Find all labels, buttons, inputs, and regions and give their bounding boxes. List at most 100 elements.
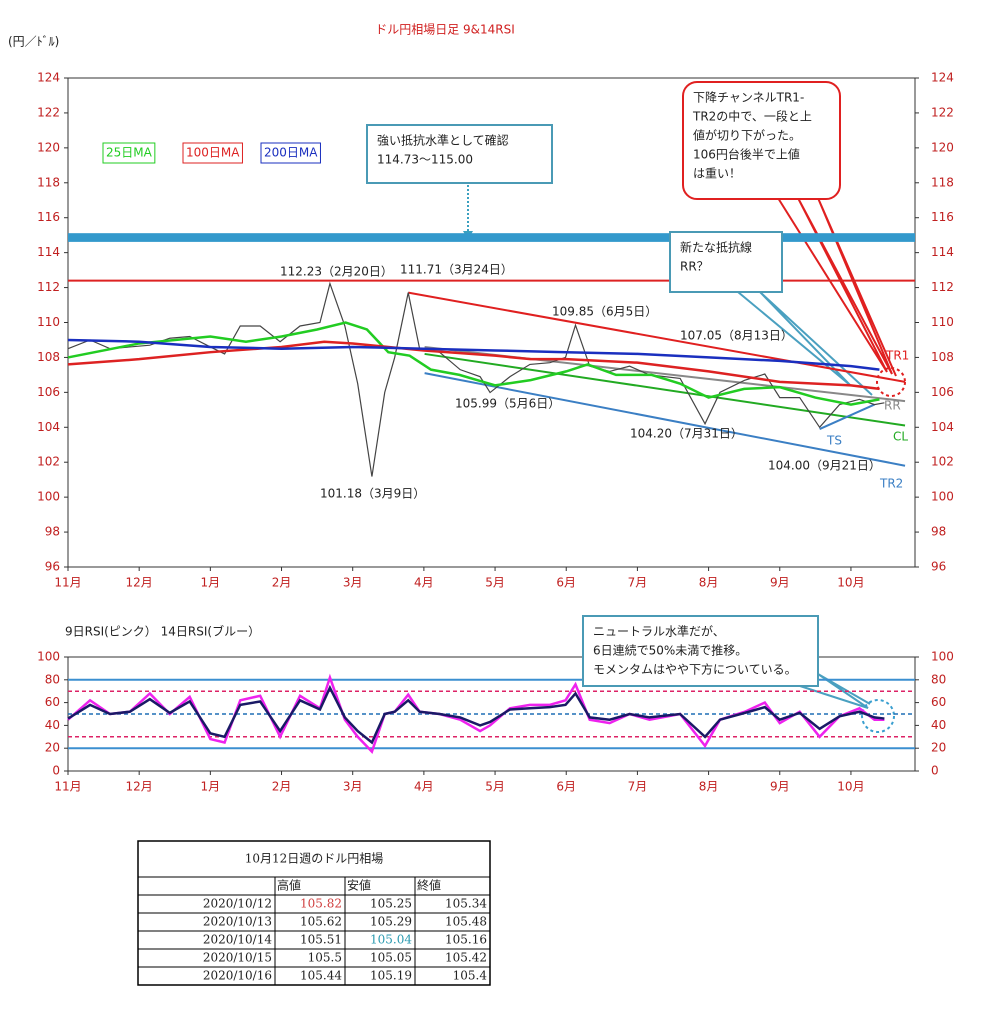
table-cell: 105.34 <box>445 897 487 911</box>
x-tick-label: 12月 <box>126 576 153 590</box>
y2-tick-label: 100 <box>931 490 954 504</box>
y-tick-label: 106 <box>37 385 60 399</box>
trend-label: CL <box>893 430 908 444</box>
y-axis-unit: (円／ﾄﾞﾙ) <box>8 35 59 49</box>
y-tick-label: 118 <box>37 175 60 189</box>
trend-label: TR1 <box>885 349 909 363</box>
y2-tick-label: 60 <box>931 695 946 709</box>
y2-tick-label: 100 <box>931 650 954 664</box>
legend-label: 200日MA <box>264 146 318 160</box>
y-tick-label: 112 <box>37 280 60 294</box>
y2-tick-label: 110 <box>931 315 954 329</box>
y2-tick-label: 80 <box>931 672 946 686</box>
y-tick-label: 96 <box>45 560 60 574</box>
table-cell: 105.4 <box>453 969 488 983</box>
x-tick-label: 3月 <box>343 780 363 794</box>
trend-label: TR2 <box>879 477 903 491</box>
y-tick-label: 114 <box>37 245 60 259</box>
y-tick-label: 40 <box>45 718 60 732</box>
annotation-text: RR？ <box>680 260 709 274</box>
x-tick-label: 5月 <box>485 780 505 794</box>
y2-tick-label: 122 <box>931 105 954 119</box>
x-tick-label: 11月 <box>54 576 81 590</box>
trend-label: RR <box>884 399 901 413</box>
legend-label: 100日MA <box>186 146 240 160</box>
x-tick-label: 7月 <box>628 576 648 590</box>
moving-average <box>67 340 880 391</box>
annotation-text: モメンタムはやや下方についている。 <box>593 662 797 677</box>
y-tick-label: 108 <box>37 350 60 364</box>
table-cell: 105.62 <box>300 915 342 929</box>
annotation-text: 強い抵抗水準として確認 <box>377 133 509 148</box>
point-label: 109.85（6月5日） <box>552 305 657 319</box>
trend-line <box>408 291 906 383</box>
x-tick-label: 5月 <box>485 576 505 590</box>
y2-tick-label: 20 <box>931 741 946 755</box>
annotation-box <box>682 81 841 200</box>
point-label: 111.71（3月24日） <box>400 263 513 277</box>
x-tick-label: 1月 <box>201 780 221 794</box>
y2-tick-label: 116 <box>931 210 954 224</box>
table-cell: 105.82 <box>300 897 342 911</box>
y-tick-label: 100 <box>37 490 60 504</box>
table-cell: 2020/10/12 <box>203 897 272 911</box>
table-cell: 105.5 <box>308 951 342 965</box>
y2-tick-label: 108 <box>931 350 954 364</box>
point-label: 105.99（5月6日） <box>455 397 560 411</box>
y2-tick-label: 114 <box>931 245 954 259</box>
annotation-text: は重い！ <box>693 167 741 181</box>
table-cell: 2020/10/16 <box>203 969 272 983</box>
series-line <box>67 684 885 745</box>
moving-average <box>67 321 880 406</box>
point-label: 104.00（9月21日） <box>768 459 881 473</box>
arrow <box>737 291 873 396</box>
table-cell: 105.29 <box>370 915 412 929</box>
y2-tick-label: 124 <box>931 71 954 85</box>
table-title: 10月12日週のドル円相場 <box>245 852 384 866</box>
y2-tick-label: 106 <box>931 385 954 399</box>
table-header: 高値 <box>277 878 301 893</box>
table-cell: 105.25 <box>370 897 412 911</box>
legend-box <box>102 142 156 164</box>
table-cell: 105.51 <box>300 933 342 947</box>
point-label: 112.23（2月20日） <box>280 265 393 279</box>
y2-tick-label: 112 <box>931 280 954 294</box>
y2-tick-label: 98 <box>931 525 946 539</box>
x-tick-label: 7月 <box>628 780 648 794</box>
x-tick-label: 8月 <box>699 576 719 590</box>
y2-tick-label: 104 <box>931 420 954 434</box>
x-tick-label: 2月 <box>272 576 292 590</box>
y-tick-label: 102 <box>37 455 60 469</box>
x-tick-label: 6月 <box>556 780 576 794</box>
annotation-text: 下降チャンネルTR1- <box>693 91 804 105</box>
annotation-text: 6日連続で50%未満で推移。 <box>593 644 747 658</box>
y-tick-label: 122 <box>37 105 60 119</box>
annotation-text: TR2の中で、一段と上 <box>692 109 812 124</box>
x-tick-label: 3月 <box>343 576 363 590</box>
y-tick-label: 120 <box>37 140 60 154</box>
annotation-text: ニュートラル水準だが、 <box>593 624 725 639</box>
y-tick-label: 0 <box>52 764 60 778</box>
trend-line <box>424 352 906 427</box>
table-cell: 105.04 <box>370 933 412 947</box>
x-tick-label: 10月 <box>837 780 864 794</box>
y-tick-label: 116 <box>37 210 60 224</box>
table-cell: 105.05 <box>370 951 412 965</box>
y2-tick-label: 118 <box>931 175 954 189</box>
y-tick-label: 104 <box>37 420 60 434</box>
x-tick-label: 4月 <box>414 780 434 794</box>
trend-line <box>819 403 875 430</box>
annotation-text: 値が切り下がった。 <box>693 128 801 143</box>
x-tick-label: 4月 <box>414 576 434 590</box>
chart-title: ドル円相場日足 9&14RSI <box>375 23 515 37</box>
table-cell: 105.42 <box>445 951 487 965</box>
x-tick-label: 2月 <box>272 780 292 794</box>
y-tick-label: 80 <box>45 672 60 686</box>
arrow <box>799 673 871 709</box>
table-cell: 2020/10/15 <box>203 951 272 965</box>
y-tick-label: 60 <box>45 695 60 709</box>
x-tick-label: 9月 <box>770 780 790 794</box>
series-line <box>67 673 885 754</box>
